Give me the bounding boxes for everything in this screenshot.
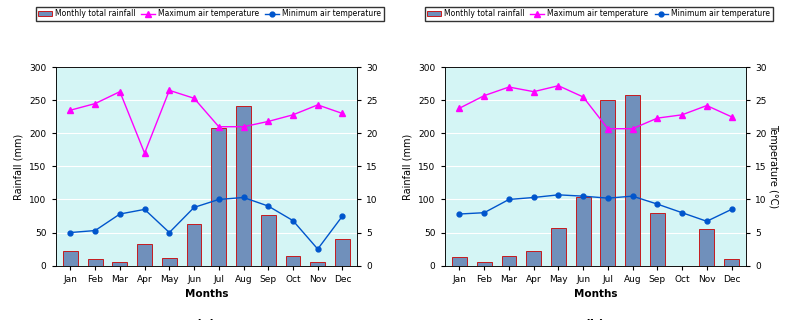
X-axis label: Months: Months xyxy=(185,289,228,299)
Bar xyxy=(236,106,251,266)
Legend: Monthly total rainfall, Maximum air temperature, Minimum air temperature: Monthly total rainfall, Maximum air temp… xyxy=(425,7,773,20)
Bar xyxy=(476,262,491,266)
Bar xyxy=(625,95,640,266)
Y-axis label: Temperature (°C): Temperature (°C) xyxy=(768,124,778,208)
Bar xyxy=(162,258,177,266)
Text: (a): (a) xyxy=(196,319,217,320)
Bar xyxy=(87,259,102,266)
Bar xyxy=(187,224,202,266)
Legend: Monthly total rainfall, Maximum air temperature, Minimum air temperature: Monthly total rainfall, Maximum air temp… xyxy=(36,7,384,20)
Bar xyxy=(650,213,665,266)
Bar xyxy=(261,215,276,266)
Bar xyxy=(600,100,615,266)
Bar xyxy=(137,244,152,266)
Bar xyxy=(700,229,715,266)
Bar xyxy=(211,128,226,266)
Y-axis label: Rainfall (mm): Rainfall (mm) xyxy=(13,133,24,200)
Bar xyxy=(113,262,127,266)
Bar xyxy=(310,262,326,266)
Bar xyxy=(526,251,541,266)
Text: (b): (b) xyxy=(585,319,606,320)
Bar xyxy=(335,239,350,266)
Bar xyxy=(576,197,591,266)
Bar xyxy=(63,251,78,266)
Bar xyxy=(724,259,739,266)
Y-axis label: Rainfall (mm): Rainfall (mm) xyxy=(403,133,413,200)
Bar xyxy=(286,256,300,266)
Bar xyxy=(551,228,566,266)
X-axis label: Months: Months xyxy=(574,289,617,299)
Bar xyxy=(452,257,467,266)
Bar xyxy=(502,256,516,266)
